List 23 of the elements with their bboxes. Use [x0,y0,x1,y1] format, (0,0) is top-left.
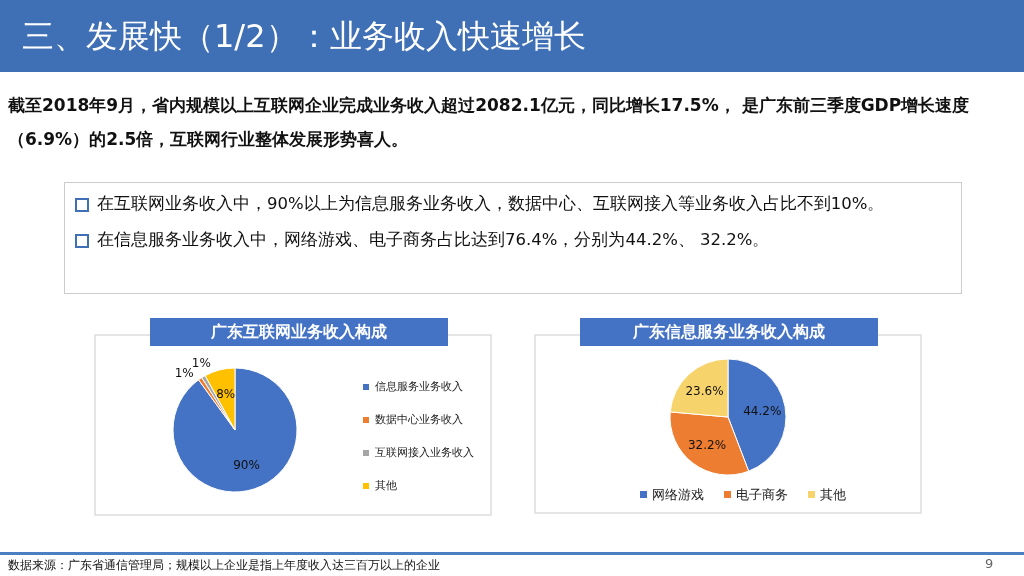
legend-label: 网络游戏 [652,487,704,502]
text: 三、发展快（1/2）：业务收入快速增长 [0,0,1024,72]
legend-label: 电子商务 [736,487,788,502]
text: 在互联网业务收入中，90%以上为信息服务业务收入，数据中心、互联网接入等业务收入占比不到10%。 [97,194,885,213]
legend-label: 互联网接入业务收入 [375,446,474,459]
data-label: 1% [191,355,211,370]
legend-label: 数据中心业务收入 [375,413,463,426]
text: 截至2018年9月，省内规模以上互联网企业完成业务收入超过2082.1亿元，同比增长17.5%， 是广东前三季度GDP增长速度（6.9%）的2.5倍，互联网行业整体发展形势喜人。 [8,94,971,151]
data-label: 8% [216,386,236,401]
chart-title: 广东信息服务业务收入构成 [632,322,825,341]
data-label: 44.2% [743,403,782,418]
legend-label: 信息服务业务收入 [375,380,463,393]
data-label: 90% [233,458,260,473]
text: 9 [985,556,994,571]
legend-label: 其他 [820,487,846,502]
data-label: 32.2% [687,437,727,452]
legend-label: 其他 [375,479,397,492]
text: 在信息服务业务收入中，网络游戏、电子商务占比达到76.4%，分别为44.2%、 32.2%。 [97,230,770,249]
chart-title: 广东互联网业务收入构成 [210,322,387,341]
source-note: 数据来源：广东省通信管理局；规模以上企业是指上年度收入达三百万以上的企业 [8,557,440,574]
data-label: 1% [174,365,194,380]
data-label: 23.6% [685,384,724,399]
pie-slice [172,367,298,493]
